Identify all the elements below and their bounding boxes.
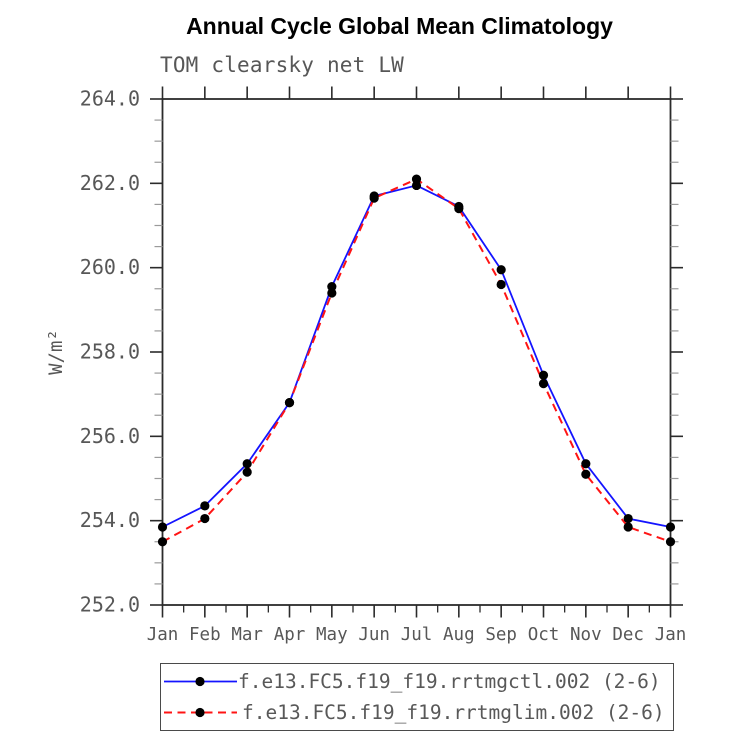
- data-point: [327, 282, 337, 292]
- legend-line-sample-solid-blue: [164, 676, 237, 687]
- data-point: [200, 501, 210, 511]
- y-tick-label: 258.0: [80, 340, 140, 364]
- x-tick-label: Dec: [612, 625, 644, 645]
- data-point: [581, 469, 591, 479]
- x-axis-ticks: [161, 86, 672, 618]
- data-point: [157, 522, 168, 532]
- x-tick-label: Feb: [189, 625, 221, 645]
- data-point: [454, 204, 464, 214]
- data-point: [411, 180, 422, 191]
- y-tick-label: 254.0: [80, 508, 140, 532]
- series-line-1: [162, 177, 671, 543]
- x-tick-label: Sep: [485, 625, 517, 645]
- y-axis-minor-ticks: [154, 119, 679, 585]
- x-tick-label: Jul: [401, 625, 433, 645]
- series-markers-1: [157, 174, 676, 547]
- y-axis-ticks: [150, 98, 683, 606]
- chart-title: Annual Cycle Global Mean Climatology: [186, 13, 613, 39]
- data-point: [538, 379, 549, 389]
- legend-label: f.e13.FC5.f19_f19.rrtmgctl.002 (2-6): [238, 670, 661, 693]
- x-axis-labels: Jan Feb Mar Apr May Jun Jul Aug Sep Oct Nov Dec Jan: [147, 625, 687, 645]
- data-point: [665, 522, 676, 532]
- series-line-0: [162, 184, 671, 528]
- y-tick-label: 252.0: [80, 593, 140, 617]
- y-axis-labels: 252.0 254.0 256.0 258.0 260.0 262.0 264.0: [80, 87, 140, 617]
- data-point: [496, 265, 506, 275]
- y-tick-label: 264.0: [80, 87, 140, 111]
- data-point: [665, 537, 676, 547]
- legend-entry-ctl: f.e13.FC5.f19_f19.rrtmgctl.002 (2-6): [161, 665, 661, 698]
- data-point: [284, 398, 295, 408]
- x-tick-label: May: [316, 625, 348, 645]
- y-tick-label: 256.0: [80, 424, 140, 448]
- y-axis-title: W/m²: [45, 329, 67, 375]
- data-point: [538, 370, 549, 380]
- legend: f.e13.FC5.f19_f19.rrtmgctl.002 (2-6) f.e…: [160, 663, 674, 731]
- legend-marker-dot: [195, 707, 205, 718]
- data-point: [242, 467, 252, 477]
- x-tick-label: Aug: [443, 625, 475, 645]
- data-point: [157, 537, 168, 547]
- data-point: [369, 193, 379, 203]
- data-point: [200, 513, 210, 524]
- data-point: [581, 459, 591, 469]
- x-tick-label: Apr: [274, 625, 306, 645]
- x-tick-label: Jan: [147, 625, 179, 645]
- data-point: [327, 288, 337, 298]
- x-tick-label: Jan: [655, 625, 687, 645]
- x-tick-label: Oct: [528, 625, 560, 645]
- legend-entry-lim: f.e13.FC5.f19_f19.rrtmglim.002 (2-6): [161, 696, 665, 729]
- legend-marker-dot: [195, 676, 205, 687]
- y-tick-label: 260.0: [80, 255, 140, 279]
- data-point: [623, 522, 633, 532]
- y-axis-label: W/m²: [45, 329, 67, 375]
- x-tick-label: Mar: [231, 625, 263, 645]
- data-point: [496, 279, 506, 290]
- y-tick-label: 262.0: [80, 171, 140, 195]
- legend-line-sample-dashed-red: [164, 707, 237, 718]
- legend-label: f.e13.FC5.f19_f19.rrtmglim.002 (2-6): [242, 701, 665, 724]
- x-tick-label: Jun: [358, 625, 390, 645]
- data-point: [242, 459, 252, 469]
- x-tick-label: Nov: [570, 625, 602, 645]
- chart-subtitle: TOM clearsky net LW: [160, 53, 405, 77]
- data-point: [623, 513, 633, 524]
- data-point: [411, 174, 422, 184]
